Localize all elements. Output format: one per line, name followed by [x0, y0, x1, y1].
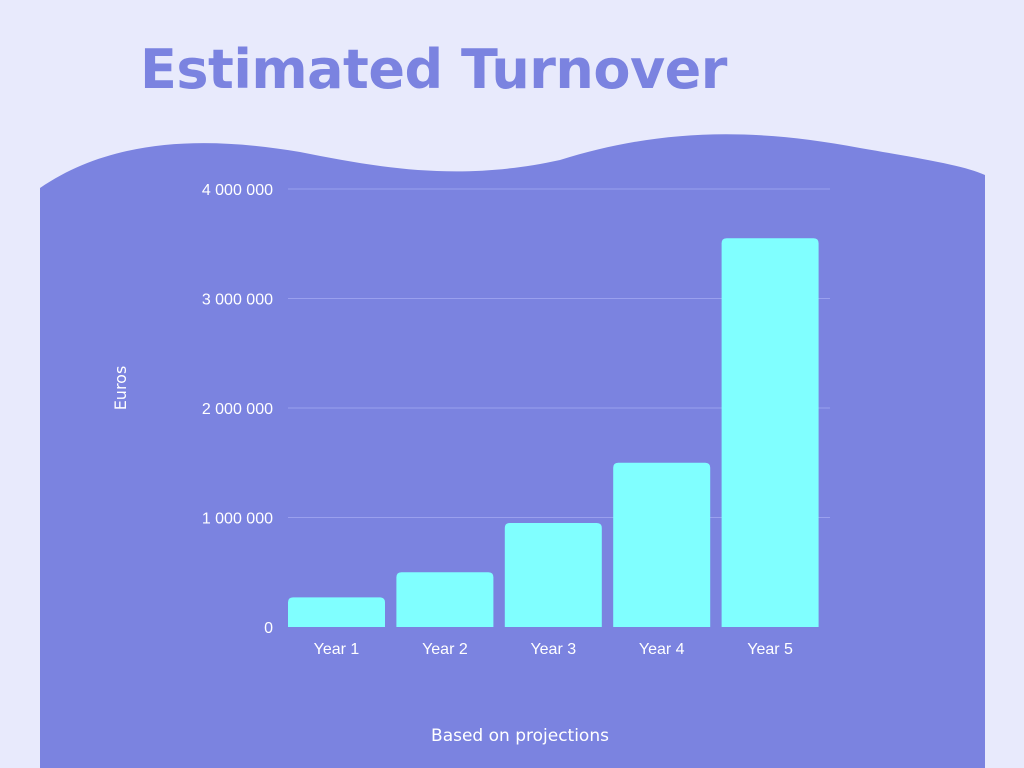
- x-tick-label: Year 3: [530, 641, 576, 658]
- bars: [288, 238, 819, 627]
- y-tick-label: 0: [264, 620, 273, 637]
- x-axis-tick-labels: Year 1 Year 2 Year 3 Year 4 Year 5: [314, 641, 793, 658]
- page-title: Estimated Turnover: [140, 38, 727, 101]
- bar-year-4: [613, 462, 711, 627]
- y-tick-label: 2 000 000: [202, 401, 273, 418]
- y-tick-label: 1 000 000: [202, 511, 273, 528]
- y-axis-title: Euros: [111, 366, 130, 411]
- chart-caption: Based on projections: [431, 726, 609, 746]
- bar-year-3: [504, 522, 602, 627]
- y-tick-label: 3 000 000: [202, 292, 273, 309]
- x-tick-label: Year 1: [314, 641, 360, 658]
- y-tick-label: 4 000 000: [202, 182, 273, 199]
- x-tick-label: Year 2: [422, 641, 468, 658]
- x-tick-label: Year 4: [639, 641, 685, 658]
- bar-year-2: [396, 572, 494, 627]
- bar-year-5: [721, 238, 819, 627]
- y-axis-tick-labels: 0 1 000 000 2 000 000 3 000 000 4 000 000: [202, 182, 273, 637]
- x-tick-label: Year 5: [747, 641, 793, 658]
- bar-year-1: [288, 597, 385, 627]
